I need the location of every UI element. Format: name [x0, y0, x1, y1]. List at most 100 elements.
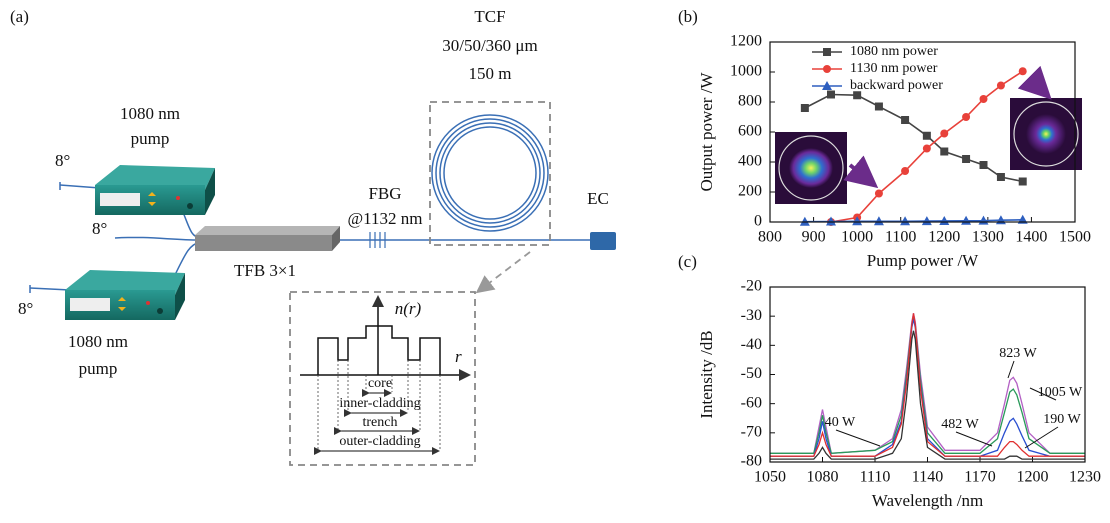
marker	[962, 113, 971, 121]
profile-box	[289, 291, 476, 466]
annotation-pointer	[1024, 426, 1059, 449]
y-tick-label: -80	[741, 453, 762, 470]
marker	[996, 81, 1005, 90]
panel-label: (b)	[678, 7, 698, 26]
y-tick-label: -30	[741, 307, 762, 324]
end-cap	[590, 232, 616, 250]
marker	[852, 216, 863, 226]
y-tick-label: 800	[738, 93, 762, 110]
marker	[979, 161, 988, 169]
y-tick-label: 400	[738, 153, 762, 170]
marker	[800, 104, 809, 112]
pump-label: pump	[131, 129, 170, 148]
zoom-arrow	[475, 251, 531, 294]
annotation-pointer	[1007, 360, 1015, 379]
y-tick-label: -20	[741, 278, 762, 295]
y-axis-label: Intensity /dB	[697, 330, 716, 418]
marker	[1018, 177, 1027, 186]
region-label: outer-cladding	[339, 434, 420, 449]
beam-inset	[1010, 65, 1082, 170]
marker	[901, 167, 910, 175]
y-tick-label: -70	[741, 424, 762, 441]
plot-frame	[769, 41, 1076, 223]
legend-label: backward power	[850, 78, 943, 93]
x-tick-label: 1000	[841, 229, 873, 246]
x-tick-label: 1200	[928, 229, 960, 246]
profile-guides	[317, 360, 441, 450]
combiner-label: TFB 3×1	[234, 261, 296, 280]
marker	[939, 215, 950, 225]
panel-label: (c)	[678, 252, 697, 271]
annotation: 40 W	[825, 415, 856, 430]
annotation: 823 W	[999, 346, 1037, 361]
x-tick-label: 1140	[912, 469, 943, 486]
marker	[901, 116, 910, 124]
marker	[979, 95, 988, 103]
profile-y-label: n(r)	[395, 299, 422, 318]
marker	[873, 216, 884, 226]
y-tick-label: 200	[738, 183, 762, 200]
y-tick-label: 600	[738, 123, 762, 140]
end-cap-label: EC	[587, 189, 609, 208]
annotation-pointer	[955, 431, 993, 447]
marker	[827, 90, 835, 99]
fiber-box	[429, 101, 551, 246]
angle-label: 8°	[55, 151, 70, 170]
x-axis-label: Wavelength /nm	[872, 491, 983, 510]
angle-label: 8°	[18, 299, 33, 318]
profile-x-label: r	[455, 347, 462, 366]
y-tick-label: -50	[741, 365, 762, 382]
region-label: trench	[363, 415, 398, 430]
marker	[940, 147, 949, 156]
marker	[940, 129, 949, 138]
marker	[962, 155, 971, 163]
y-tick-label: -40	[741, 336, 762, 353]
annotation-pointer	[835, 429, 881, 447]
pump-label: 1080 nm	[68, 332, 128, 351]
marker	[823, 48, 831, 56]
fbg-label: FBG	[368, 184, 401, 203]
beam-inset	[775, 132, 879, 204]
series-line	[770, 330, 1085, 460]
pump-label: 1080 nm	[120, 104, 180, 123]
fibers	[29, 114, 590, 291]
legend-label: 1080 nm power	[850, 44, 938, 59]
setup-diagram: (a)	[10, 7, 616, 466]
y-tick-label: 0	[754, 213, 762, 230]
fiber-label: 30/50/360 μm	[442, 36, 538, 55]
marker	[823, 65, 831, 73]
fbg-marks	[369, 232, 386, 248]
profile-arrows	[314, 389, 440, 455]
marker	[1018, 67, 1027, 76]
marker	[799, 216, 810, 226]
x-axis-label: Pump power /W	[867, 251, 979, 270]
x-tick-label: 800	[758, 229, 782, 246]
y-tick-label: 1200	[730, 33, 762, 50]
marker	[874, 102, 883, 111]
x-tick-label: 1200	[1017, 469, 1049, 486]
marker	[826, 216, 836, 226]
region-label: core	[368, 376, 392, 391]
marker	[922, 131, 931, 140]
marker	[922, 144, 931, 153]
y-tick-label: -60	[741, 394, 762, 411]
panel-label: (a)	[10, 7, 29, 26]
marker	[996, 173, 1005, 181]
x-tick-label: 1300	[972, 229, 1004, 246]
fbg-label: @1132 nm	[348, 209, 423, 228]
plot-frame	[769, 286, 1086, 463]
x-tick-label: 1110	[860, 469, 891, 486]
marker	[921, 216, 932, 226]
pump-label: pump	[79, 359, 118, 378]
marker	[874, 189, 883, 198]
x-tick-label: 1170	[964, 469, 995, 486]
x-tick-label: 900	[802, 229, 826, 246]
marker	[822, 81, 832, 90]
x-tick-label: 1080	[807, 469, 839, 486]
marker	[900, 216, 911, 226]
pump-box-bottom	[65, 270, 185, 320]
x-tick-label: 1100	[885, 229, 916, 246]
annotation-pointer	[1029, 387, 1057, 401]
region-label: inner-cladding	[339, 396, 420, 411]
